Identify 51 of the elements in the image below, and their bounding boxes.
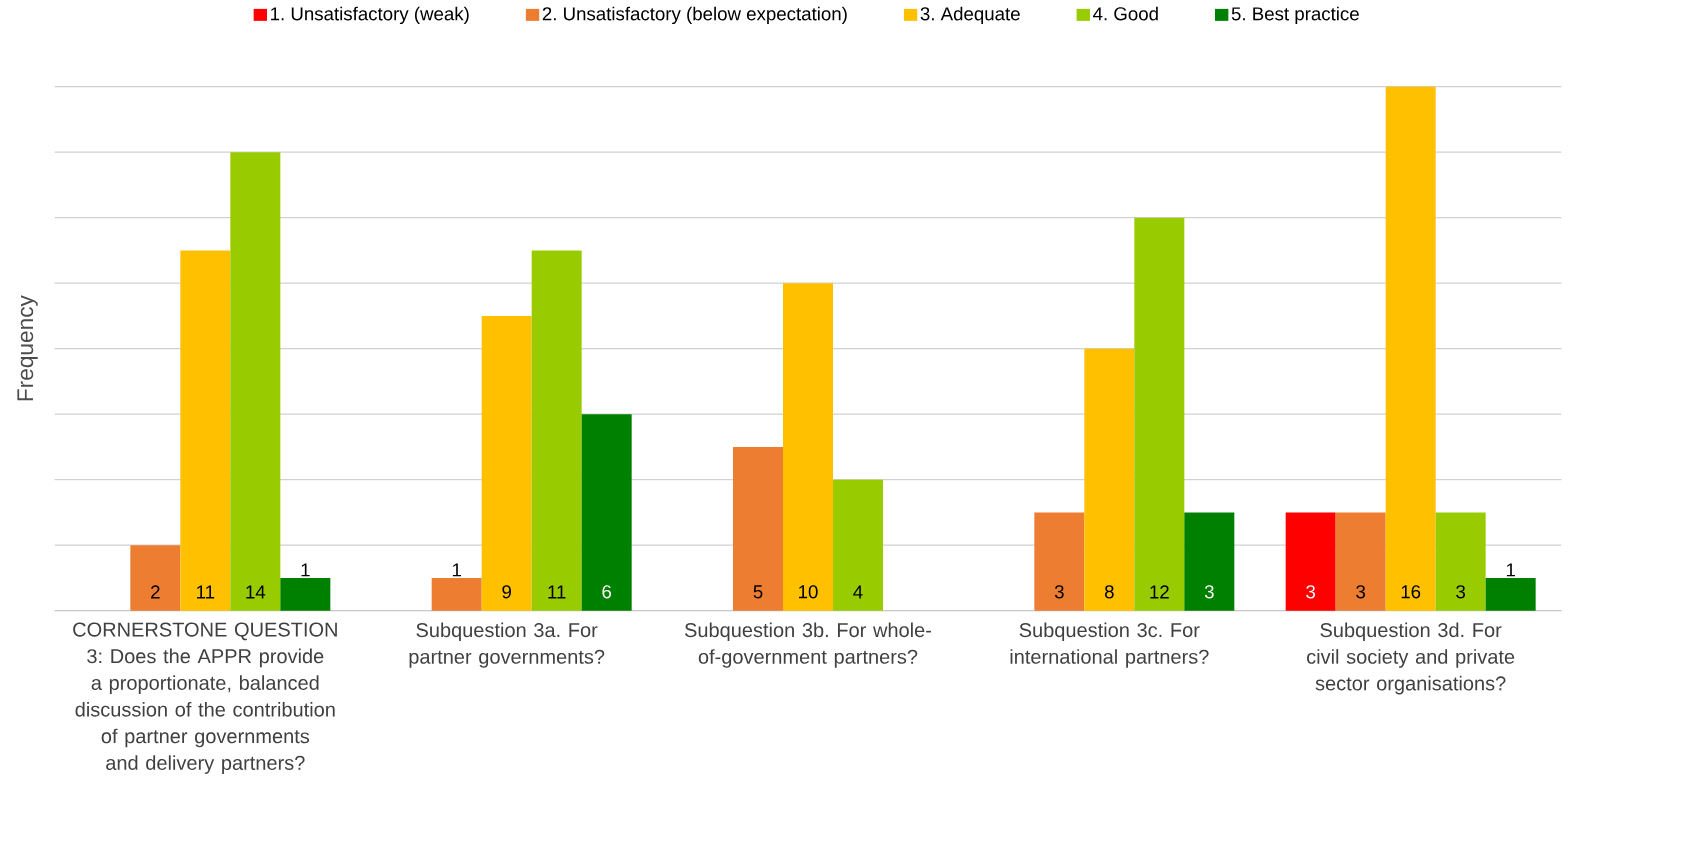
bar [783, 283, 833, 611]
bar [1385, 86, 1436, 611]
data-label: 5 [753, 585, 763, 599]
bar [581, 414, 632, 611]
bar [230, 152, 281, 611]
legend-label: 2. Unsatisfactory (below expectation) [542, 6, 847, 25]
data-label: 3 [1204, 585, 1214, 599]
data-label: 1 [301, 563, 310, 577]
data-label: 2 [151, 585, 160, 599]
bar [733, 446, 783, 611]
data-label: 14 [246, 585, 266, 599]
data-label: 4 [853, 585, 863, 599]
bar [1335, 512, 1386, 611]
bar [280, 577, 331, 611]
y-axis-title: Frequency [17, 295, 38, 401]
bar [431, 577, 482, 611]
bar [1134, 217, 1185, 611]
data-label: 3 [1356, 585, 1366, 599]
bar [1184, 512, 1235, 611]
legend-label: 3. Adequate [920, 6, 1020, 25]
bar [1435, 512, 1486, 611]
bar [1034, 512, 1085, 611]
data-label: 10 [799, 585, 818, 599]
data-label: 8 [1104, 585, 1114, 599]
data-label: 1 [452, 563, 461, 577]
data-label: 16 [1401, 585, 1421, 599]
bar [833, 479, 883, 611]
x-tick-label: Subquestion 3b. For whole-of-government partners? [684, 622, 932, 668]
bar [1285, 512, 1336, 611]
bar [130, 545, 181, 611]
x-tick-label: CORNERSTONE QUESTION 3: Does the APPR provide a proportionate, balanced discussion of the contribution of partner governments and delivery partners? [73, 622, 337, 774]
data-label: 11 [197, 585, 215, 599]
data-label: 3 [1054, 585, 1064, 599]
bar [481, 315, 532, 611]
data-label: 11 [548, 585, 566, 599]
data-label: 6 [602, 585, 612, 599]
bar [1084, 348, 1135, 611]
x-tick-label: Subquestion 3a. For partner governments? [409, 622, 605, 668]
bar [531, 250, 582, 611]
x-tick-label: Subquestion 3c. For international partners? [1010, 622, 1209, 668]
data-label: 3 [1456, 585, 1466, 599]
legend-label: 5. Best practice [1231, 6, 1359, 25]
legend-label: 4. Good [1093, 6, 1158, 21]
data-label: 3 [1306, 585, 1316, 599]
data-label: 9 [502, 585, 511, 599]
bar [180, 250, 231, 611]
legend-label: 1. Unsatisfactory (weak) [271, 6, 469, 25]
data-label: 12 [1150, 585, 1169, 599]
bar [1485, 577, 1536, 611]
data-label: 1 [1506, 563, 1515, 577]
x-tick-label: Subquestion 3d. For civil society and private sector organisations? [1307, 622, 1515, 695]
